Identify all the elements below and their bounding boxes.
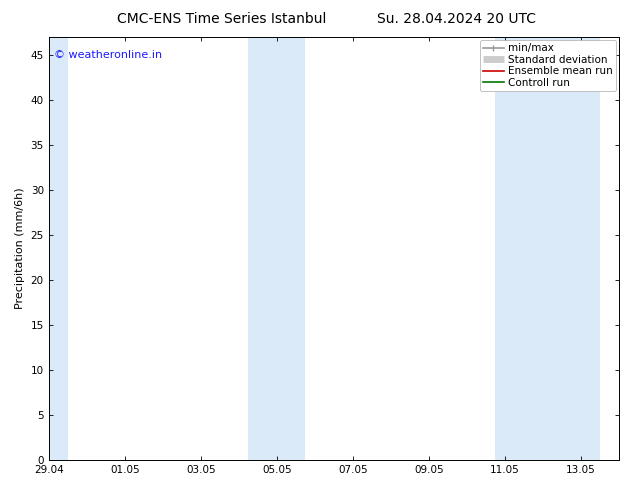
Bar xyxy=(30,37,68,460)
Text: Su. 28.04.2024 20 UTC: Su. 28.04.2024 20 UTC xyxy=(377,12,536,26)
Bar xyxy=(249,37,306,460)
Y-axis label: Precipitation (mm/6h): Precipitation (mm/6h) xyxy=(15,188,25,309)
Legend: min/max, Standard deviation, Ensemble mean run, Controll run: min/max, Standard deviation, Ensemble me… xyxy=(480,40,616,91)
Bar xyxy=(495,37,600,460)
Text: © weatheronline.in: © weatheronline.in xyxy=(55,50,162,60)
Text: CMC-ENS Time Series Istanbul: CMC-ENS Time Series Istanbul xyxy=(117,12,327,26)
